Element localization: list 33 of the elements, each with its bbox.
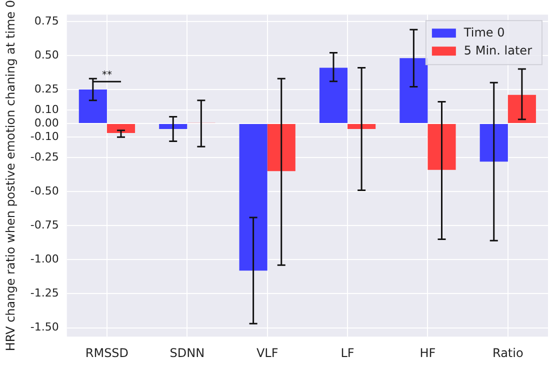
- y-tick-label: -1.50: [30, 320, 59, 334]
- x-tick-label: SDNN: [170, 346, 205, 360]
- bar: [159, 124, 188, 129]
- bar: [400, 58, 428, 124]
- x-tick-label: HF: [420, 346, 436, 360]
- bar: [348, 124, 376, 129]
- bar: [78, 89, 107, 124]
- bar: [428, 124, 456, 170]
- y-tick-label: 0.75: [34, 14, 59, 28]
- bar: [267, 124, 296, 172]
- x-tick-label: VLF: [256, 346, 278, 360]
- y-axis-title: HRV change ratio when postive emotion chaning at time 0: [3, 0, 18, 352]
- y-tick-label: -0.50: [30, 184, 59, 198]
- bar: [106, 124, 136, 134]
- y-tick-label: 0.10: [34, 102, 59, 116]
- x-tick-label: LF: [340, 346, 354, 360]
- y-tick-label: -0.10: [30, 130, 59, 143]
- x-tick-label: Ratio: [492, 346, 524, 360]
- annotation: **: [102, 70, 112, 82]
- bar: [239, 124, 268, 271]
- bar: [480, 124, 508, 162]
- bar: [508, 94, 536, 124]
- y-tick-label: 0.50: [34, 48, 59, 62]
- legend-label: 5 Min. later: [464, 44, 532, 58]
- legend-label: Time 0: [462, 26, 505, 40]
- bar: [319, 68, 348, 124]
- y-tick-label: 0.00: [34, 116, 59, 130]
- x-tick-label: RMSSD: [85, 346, 129, 360]
- y-tick-label: -1.25: [30, 286, 59, 300]
- y-tick-label: -0.75: [30, 218, 59, 232]
- y-tick-label: 0.25: [34, 82, 59, 96]
- y-tick-label: -0.25: [30, 150, 59, 164]
- y-tick-label: -1.00: [30, 252, 59, 266]
